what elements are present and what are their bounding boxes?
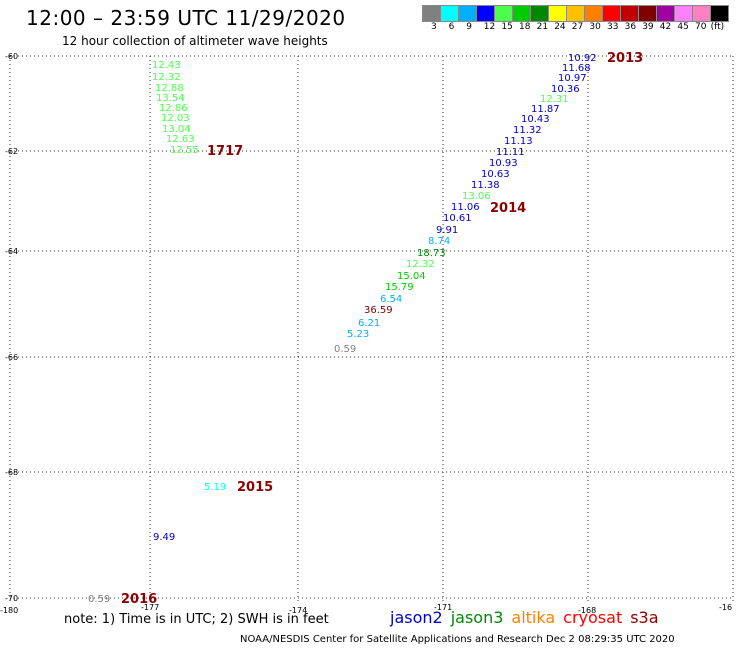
wave-height-label: 10.63 [481,169,510,180]
legend-entry: jason2 [390,608,443,627]
colorbar-label: 70 [695,22,707,32]
satellite-legend: jason2 jason3 altika cryosat s3a [390,608,667,627]
longitude-label: -16 [719,603,732,612]
wave-height-label: 11.87 [531,104,560,115]
wave-height-label: 15.79 [385,282,414,293]
wave-height-label: 10.43 [521,114,550,125]
latitude-label: -70 [5,594,18,603]
colorbar-label: 42 [659,22,672,32]
latitude-label: -64 [5,247,18,256]
longitude-label: -174 [289,606,307,615]
graticule [9,55,734,602]
wave-height-label: 10.61 [443,213,472,224]
wave-height-label: 11.32 [513,125,542,136]
colorbar-swatch [710,5,729,22]
wave-height-label: 12.88 [155,83,184,94]
colorbar-label: 45 [677,22,689,32]
track-number: 2015 [237,480,273,495]
wave-height-label: 12.32 [406,259,435,270]
legend-entry: altika [511,608,556,627]
colorbar-label: 6 [448,22,455,32]
legend-entry: cryosat [563,608,623,627]
colorbar [422,5,729,22]
colorbar-label: 3 [431,22,437,32]
colorbar-label: 30 [589,22,601,32]
colorbar-label: 9 [466,22,472,32]
colorbar-labels: 3 6 9 12 15 18 21 24 27 30 33 36 39 42 45 70 (ft) [422,22,740,34]
footnote: note: 1) Time is in UTC; 2) SWH is in fe… [64,612,329,627]
wave-height-label: 11.06 [451,202,480,213]
wave-height-label: 13.54 [156,93,185,104]
wave-height-label: 0.59 [334,344,356,355]
colorbar-label: 27 [571,22,584,32]
wave-height-label: 18.73 [417,248,446,259]
wave-height-label: 10.92 [568,53,597,64]
wave-height-label: 13.04 [162,124,191,135]
wave-height-label: 9.49 [153,532,175,543]
credit-line: NOAA/NESDIS Center for Satellite Applica… [240,634,675,645]
wave-height-label: 12.55 [170,145,199,156]
wave-height-label: 15.04 [397,271,426,282]
wave-height-label: 13.06 [462,191,491,202]
axis-labels: -60 -62 -64 -66 -68 -70 -180 -177 -174 -171 -168 -1… [0,52,732,615]
wave-height-label: 12.31 [540,94,569,105]
wave-height-label: 12.86 [159,103,188,114]
wave-height-label: 5.23 [347,329,369,340]
wave-height-label: 11.13 [504,136,533,147]
longitude-label: -180 [0,606,18,615]
colorbar-label: 24 [554,22,566,32]
wave-height-label: 0.59 [88,594,110,605]
wave-height-label: 6.54 [380,294,402,305]
colorbar-label: 15 [501,22,513,32]
legend-entry: jason3 [450,608,504,627]
longitude-label: -168 [578,606,596,615]
wave-height-label: 12.03 [161,113,190,124]
track-number: 1717 [207,144,243,159]
colorbar-label: 21 [536,22,549,32]
latitude-label: -66 [5,353,18,362]
track-number: 2013 [607,51,643,66]
wave-height-label: 8.74 [428,236,450,247]
latitude-label: -60 [5,52,18,61]
wave-height-label: 11.11 [496,147,525,158]
colorbar-label: 39 [642,22,654,32]
map-title: 12:00 – 23:59 UTC 11/29/2020 [26,6,346,30]
colorbar-label: 33 [607,22,619,32]
wave-height-label: 12.32 [152,72,181,83]
wave-height-measurements: 12.4312.3212.8813.5412.8612.0313.0412.63… [88,53,597,605]
wave-height-label: 11.38 [471,180,500,191]
legend-entry: s3a [630,608,659,627]
track-number-labels: 1717 2013 2014 2015 2016 [121,51,643,607]
wave-height-label: 10.97 [558,73,587,84]
wave-height-label: 10.36 [551,84,580,95]
longitude-label: -171 [434,603,452,612]
colorbar-label: 18 [519,22,531,32]
latitude-label: -62 [5,147,18,156]
track-number: 2016 [121,592,157,607]
wave-height-label: 5.19 [204,482,226,493]
wave-height-label: 36.59 [364,305,393,316]
wave-height-label: 10.93 [489,158,518,169]
longitude-label: -177 [141,603,159,612]
wave-height-label: 12.63 [166,134,195,145]
track-number: 2014 [490,201,526,216]
wave-height-label: 9.91 [436,225,458,236]
wave-height-label: 12.43 [152,60,181,71]
wave-height-label: 6.21 [358,318,380,329]
colorbar-label: 12 [483,22,496,32]
map-subtitle: 12 hour collection of altimeter wave hei… [62,34,328,48]
latitude-label: -68 [5,468,18,477]
colorbar-label: (ft) [710,22,725,32]
colorbar-label: 36 [624,22,637,32]
wave-height-label: 11.68 [562,63,591,74]
